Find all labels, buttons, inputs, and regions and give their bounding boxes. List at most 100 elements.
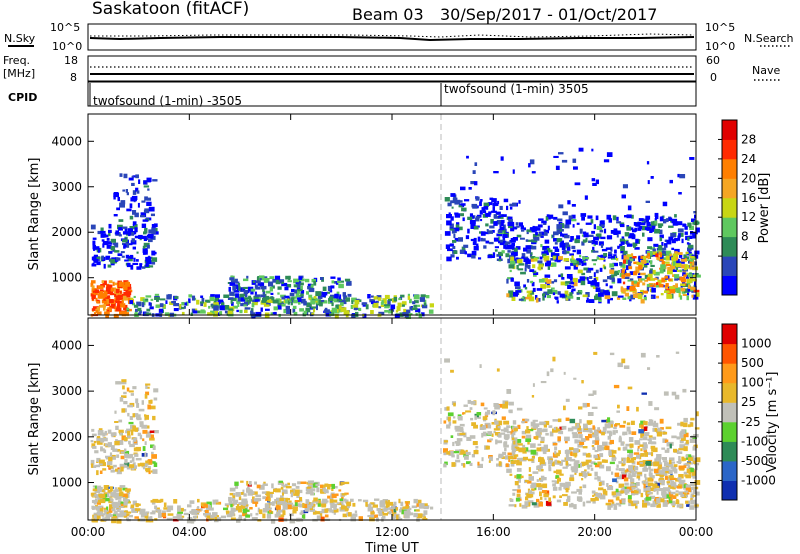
echo-cell (479, 364, 482, 368)
echo-cell (576, 258, 579, 262)
echo-cell (207, 312, 212, 316)
echo-cell (548, 497, 551, 503)
echo-cell (224, 310, 229, 314)
echo-cell (510, 277, 514, 282)
echo-cell (246, 275, 249, 279)
echo-cell (488, 202, 493, 206)
echo-cell (670, 472, 673, 477)
echo-cell (506, 278, 509, 284)
echo-cell (546, 214, 550, 217)
echo-cell (135, 458, 142, 461)
echo-cell (647, 252, 650, 257)
echo-cell (315, 291, 321, 297)
echo-cell (129, 460, 133, 463)
echo-cell (530, 290, 535, 295)
echo-cell (592, 425, 595, 430)
echo-cell (627, 261, 632, 267)
echo-cell (200, 301, 204, 304)
echo-cell (136, 448, 140, 452)
echo-cell (501, 219, 505, 224)
echo-cell (262, 483, 268, 486)
echo-cell (603, 290, 609, 294)
echo-cell (666, 447, 670, 452)
echo-cell (470, 181, 475, 185)
echo-cell (127, 412, 130, 417)
echo-cell (130, 254, 133, 259)
colorbar-tick-label: 28 (741, 132, 756, 146)
echo-cell (342, 292, 346, 297)
echo-cell (552, 262, 557, 267)
echo-cell (106, 511, 109, 515)
echo-cell (316, 515, 321, 520)
echo-cell (370, 511, 375, 515)
colorbar-swatch (722, 256, 737, 276)
echo-cell (143, 237, 148, 241)
echo-cell (657, 245, 663, 250)
echo-cell (461, 207, 467, 212)
echo-cell (238, 514, 242, 519)
echo-cell (285, 299, 289, 304)
echo-cell (133, 413, 139, 418)
echo-cell (600, 223, 605, 227)
echo-cell (285, 499, 288, 503)
echo-cell (339, 280, 344, 283)
echo-cell (542, 293, 546, 297)
echo-cell (127, 511, 132, 514)
echo-cell (635, 502, 638, 506)
echo-cell (148, 400, 152, 404)
echo-cell (180, 515, 185, 518)
echo-cell (505, 253, 510, 258)
echo-cell (326, 508, 332, 512)
echo-cell (396, 306, 401, 311)
echo-cell (515, 258, 518, 264)
colorbar-tick-label: -1000 (741, 473, 776, 487)
echo-cell (476, 412, 482, 416)
echo-cell (666, 218, 669, 223)
echo-cell (132, 462, 136, 467)
echo-cell (367, 507, 372, 512)
echo-cell (585, 237, 588, 243)
echo-cell (132, 175, 137, 178)
echo-cell (568, 215, 573, 220)
echo-cell (320, 489, 323, 494)
echo-cell (143, 185, 150, 188)
echo-cell (637, 276, 642, 279)
echo-cell (601, 248, 608, 252)
echo-cell (485, 212, 491, 217)
echo-cell (625, 443, 632, 447)
echo-cell (466, 461, 471, 465)
echo-cell (620, 288, 627, 292)
echo-cell (124, 459, 128, 464)
echo-cell (329, 289, 333, 293)
echo-cell (623, 276, 630, 279)
echo-cell (122, 226, 128, 229)
echo-cell (663, 500, 667, 504)
echo-cell (620, 490, 625, 494)
echo-cell (166, 509, 171, 513)
echo-cell (298, 276, 303, 280)
echo-cell (148, 239, 153, 243)
echo-cell (644, 274, 649, 279)
echo-cell (503, 244, 507, 249)
echo-cell (335, 508, 339, 513)
echo-cell (194, 510, 200, 513)
echo-cell (528, 467, 531, 472)
echo-cell (578, 406, 583, 410)
echo-cell (472, 170, 476, 174)
echo-cell (527, 500, 534, 504)
echo-cell (567, 284, 571, 289)
echo-cell (599, 480, 605, 486)
echo-cell (329, 498, 334, 503)
echo-cell (127, 308, 132, 312)
echo-cell (531, 395, 535, 398)
echo-cell (643, 449, 648, 453)
echo-cell (121, 255, 125, 258)
echo-cell (585, 459, 592, 463)
echo-cell (531, 229, 536, 233)
echo-cell (320, 516, 325, 522)
echo-cell (623, 420, 626, 424)
echo-cell (307, 480, 314, 484)
echo-cell (271, 285, 275, 289)
echo-cell (128, 514, 133, 518)
